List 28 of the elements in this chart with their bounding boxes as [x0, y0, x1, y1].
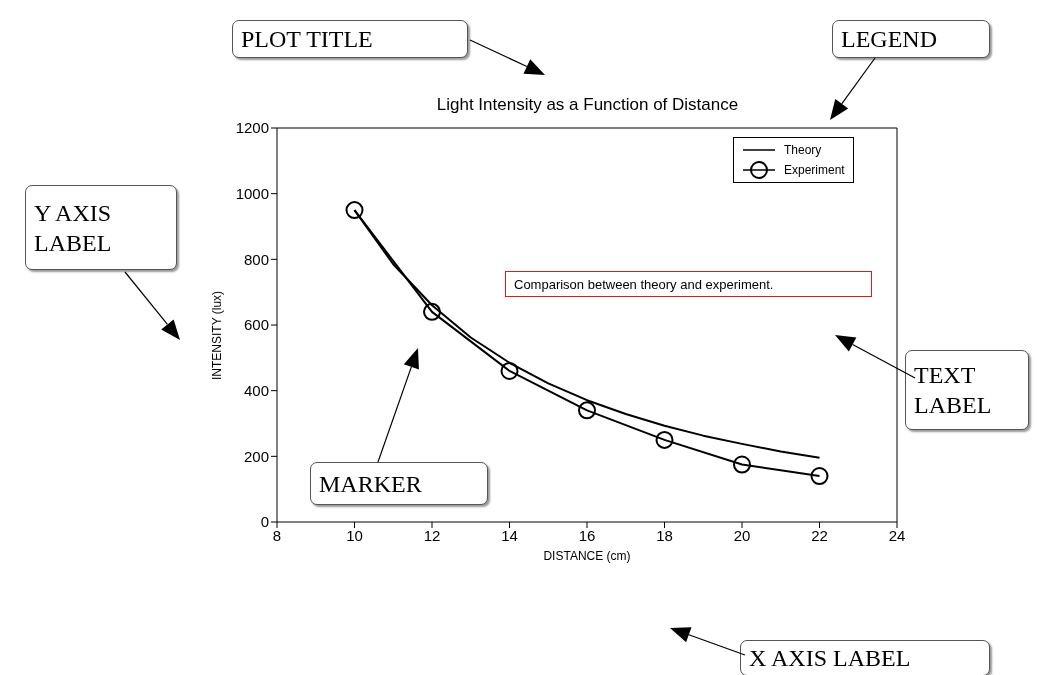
- y-tick-label: 400: [243, 381, 269, 399]
- x-axis-title: DISTANCE (cm): [543, 549, 631, 563]
- x-tick-label: 24: [888, 526, 906, 544]
- x-tick-label: 16: [578, 526, 596, 544]
- chart-title: Light Intensity as a Function of Distance: [435, 95, 740, 115]
- x-tick-label: 22: [811, 526, 828, 544]
- x-tick-label: 8: [272, 526, 282, 544]
- text: LEGEND: [832, 20, 990, 58]
- y-axis-title: INTENSITY (lux): [210, 290, 225, 380]
- x-tick-label: 20: [733, 526, 751, 544]
- x-tick-label: 10: [346, 526, 363, 544]
- text: TEXT LABEL: [905, 350, 1029, 430]
- y-tick-label: 800: [243, 250, 269, 268]
- y-tick-label: 0: [260, 513, 269, 531]
- y-tick-label: 1200: [235, 119, 269, 137]
- text: X AXIS LABEL: [740, 640, 990, 675]
- legend-label: Experiment: [784, 163, 845, 177]
- x-tick-label: 14: [501, 526, 518, 544]
- y-tick-label: 600: [243, 316, 269, 334]
- x-tick-label: 12: [423, 526, 441, 544]
- legend-label: Theory: [784, 143, 822, 157]
- annotation: MARKER: [310, 462, 488, 505]
- x-tick-label: 18: [656, 526, 673, 544]
- y-tick-label: 200: [243, 447, 269, 465]
- annotation: Comparison between theory and experiment.: [505, 271, 872, 297]
- text: Y AXIS LABEL: [25, 185, 177, 270]
- y-tick-label: 1000: [235, 184, 269, 202]
- text: PLOT TITLE: [232, 20, 468, 58]
